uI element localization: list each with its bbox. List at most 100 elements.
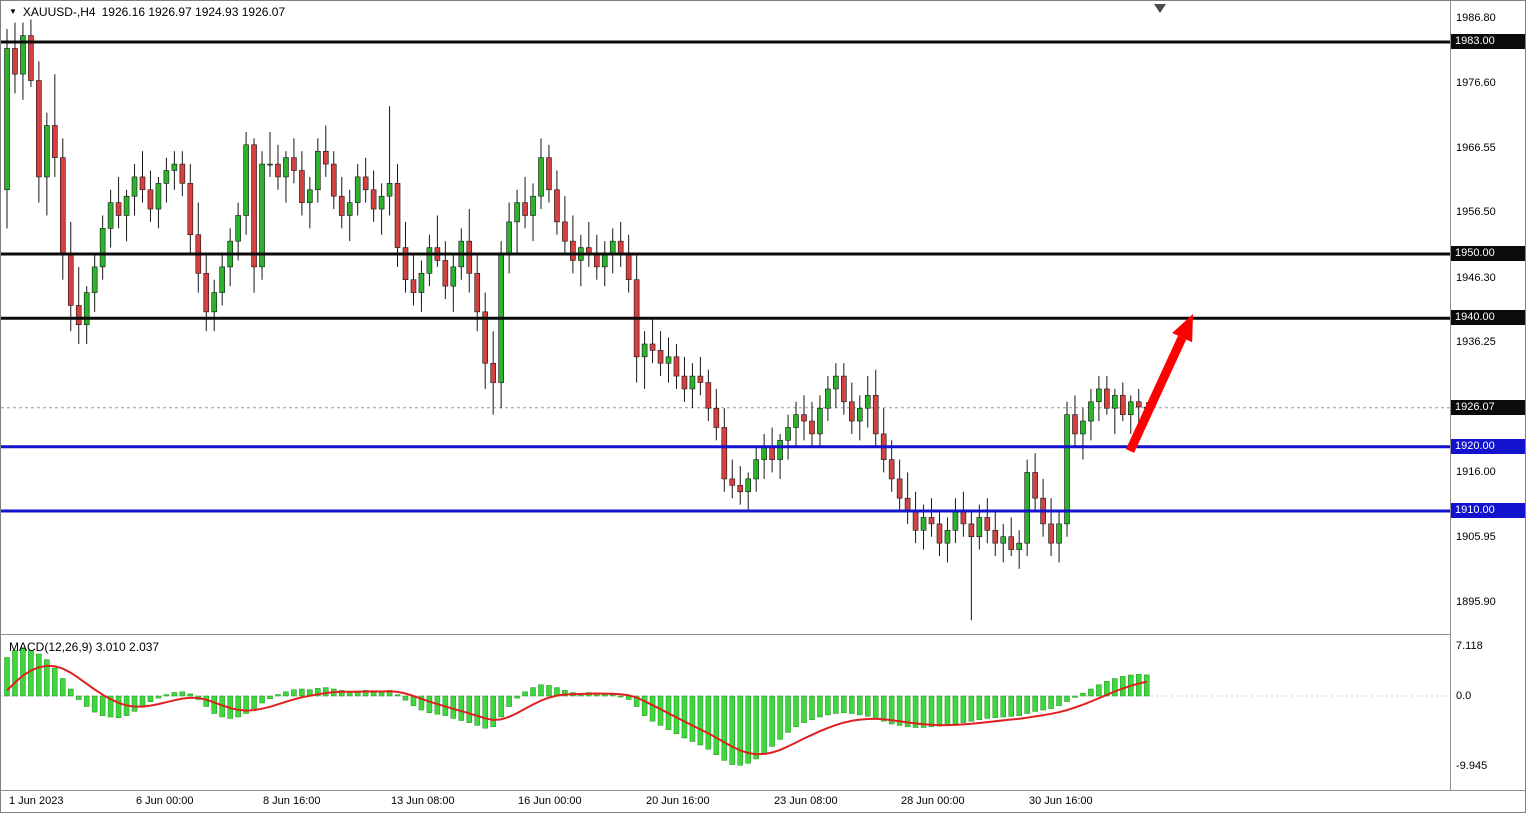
candle-bearish [474,272,481,313]
candle-bullish [450,266,457,287]
candle-bearish [330,163,337,197]
macd-histogram-bar [1000,695,1006,718]
candle-bearish [681,375,688,390]
candle-bearish [115,202,122,216]
macd-histogram-bar [546,685,552,697]
macd-histogram-bar [825,695,831,716]
candle-bullish [354,176,361,203]
candle-bearish [705,382,712,409]
candle-bullish [283,157,289,178]
macd-histogram-bar [315,688,321,697]
candle-bullish [99,228,106,268]
macd-histogram-bar [976,695,983,721]
candle-bearish [299,170,305,203]
macd-histogram-bar [1080,692,1086,697]
candle-bearish [673,356,680,377]
macd-histogram-bar [283,691,289,697]
candle-bearish [896,478,903,499]
candle-bearish [370,189,377,210]
macd-histogram-bar [60,678,66,697]
candle-bullish [689,375,696,390]
time-axis-separator [1,790,1525,791]
candle-bearish [482,311,489,364]
macd-histogram-bar [1135,674,1142,697]
candle-bearish [721,427,728,480]
macd-histogram-bar [12,650,18,697]
candle-bullish [155,183,162,210]
macd-histogram-bar [1072,695,1078,698]
time-axis-label: 16 Jun 00:00 [518,795,582,807]
macd-histogram-bar [960,695,967,723]
candle-bullish [641,343,648,358]
candle-bullish [864,395,871,409]
macd-histogram-bar [817,695,823,718]
macd-histogram-bar [745,695,751,764]
candle-bearish [904,497,911,512]
macd-histogram-bar [259,695,265,704]
macd-histogram-bar [1032,695,1038,712]
candle-bullish [1096,388,1102,403]
macd-histogram-bar [689,695,696,742]
candle-bullish [107,202,114,229]
macd-histogram-bar [506,695,512,707]
candle-bullish [745,478,752,493]
candle-bearish [968,523,975,538]
macd-histogram-bar [530,687,536,697]
price-level-badge: 1920.00 [1451,438,1525,454]
macd-indicator-canvas[interactable] [1,635,1450,790]
macd-histogram-bar [705,695,712,750]
macd-histogram-bar [211,695,217,714]
candle-bullish [856,407,863,422]
candle-bearish [36,80,42,178]
candle-bullish [785,427,791,441]
time-axis[interactable]: 1 Jun 2023 6 Jun 00:00 8 Jun 16:00 13 Jun 0… [1,791,1525,812]
macd-histogram-bar [801,695,807,723]
macd-histogram-bar [865,695,871,717]
candle-bullish [44,125,50,178]
macd-histogram-bar [522,691,528,697]
candle-bullish [91,266,98,293]
macd-histogram-bar [785,695,791,733]
macd-histogram-bar [1040,695,1046,711]
macd-scale-label: -9.945 [1456,759,1488,772]
candle-bullish [346,202,353,216]
candle-bearish [28,35,34,81]
macd-histogram-bar [936,695,943,727]
candle-bearish [992,529,999,544]
macd-histogram-bar [466,695,473,723]
macd-signal-line [6,664,1147,756]
time-axis-label: 8 Jun 16:00 [263,795,321,807]
macd-histogram-bar [474,695,480,726]
chart-shift-icon[interactable] [1154,4,1166,13]
candle-bearish [617,240,624,255]
candle-bearish [1072,414,1078,435]
macd-histogram-bar [187,693,194,697]
price-scale[interactable]: 1986.80 1976.60 1966.55 1956.50 1946.30 1936.… [1451,1,1525,790]
price-chart-canvas[interactable] [1,3,1450,634]
macd-histogram-bar [131,695,138,712]
candle-bullish [609,240,616,255]
macd-histogram-bar [904,695,911,728]
candle-bullish [777,440,783,460]
macd-histogram-bar [1024,695,1030,714]
macd-histogram-bar [761,695,767,754]
trend-arrow-shaft[interactable] [1125,335,1187,453]
macd-histogram-bar [338,690,345,697]
candle-bullish [833,375,839,390]
candle-bullish [426,247,433,274]
macd-indicator-label: MACD(12,26,9) 3.010 2.037 [9,640,160,654]
macd-histogram-bar [115,695,122,718]
chart-title: ▼ XAUUSD-,H4 1926.16 1926.97 1924.93 192… [9,5,285,19]
candle-bearish [912,510,919,531]
candle-bullish [753,459,759,480]
candle-bearish [984,517,991,531]
macd-histogram-bar [984,695,991,719]
macd-histogram-bar [753,695,759,760]
macd-histogram-bar [1016,695,1022,716]
candle-bullish [83,292,90,325]
macd-histogram-bar [418,695,425,711]
macd-histogram-bar [179,691,186,697]
trend-arrow-head[interactable] [1172,314,1193,343]
candle-bullish [4,48,10,191]
